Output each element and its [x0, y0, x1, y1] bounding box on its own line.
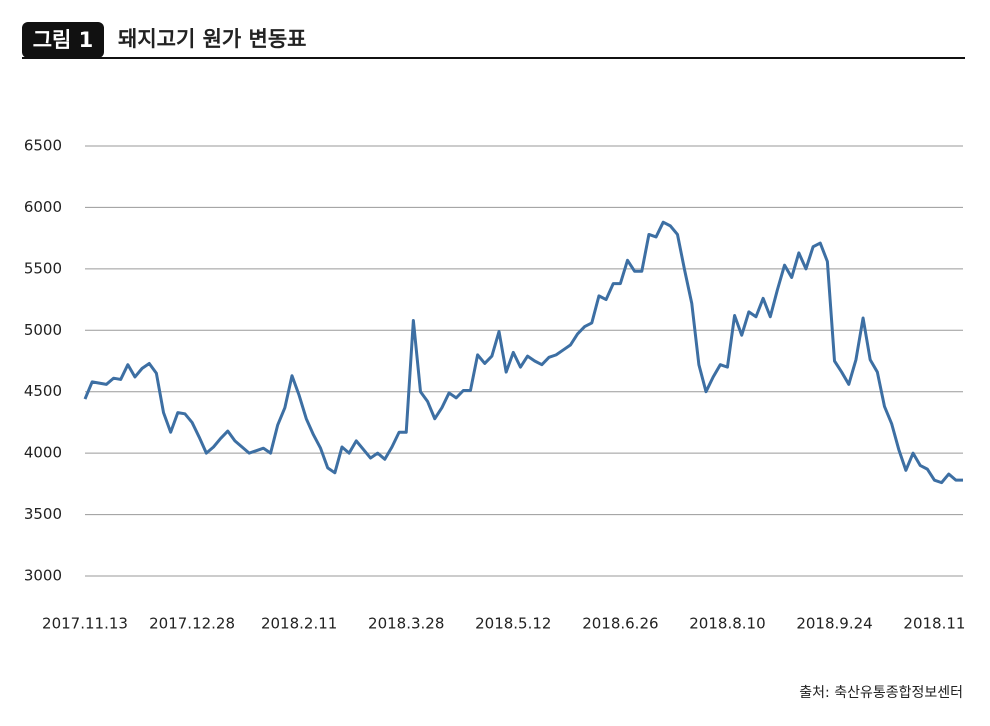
- y-tick-label: 4500: [24, 382, 62, 400]
- x-tick-label: 2018.6.26: [582, 615, 658, 633]
- y-tick-label: 6500: [24, 137, 62, 155]
- source: 출처: 축산유통종합정보센터: [799, 685, 963, 701]
- x-tick-label: 2017.11.13: [42, 615, 128, 633]
- x-tick-label: 2018.2.11: [261, 615, 337, 633]
- x-tick-label: 2017.12.28: [149, 615, 235, 633]
- y-tick-label: 4000: [24, 444, 62, 462]
- y-tick-label: 3000: [24, 567, 62, 585]
- y-tick-label: 5000: [24, 321, 62, 339]
- x-tick-label: 2018.5.12: [475, 615, 551, 633]
- chart-title: 돼지고기 원가 변동표: [118, 27, 307, 51]
- x-tick-label: 2018.11: [903, 615, 965, 633]
- y-tick-label: 5500: [24, 259, 62, 277]
- x-tick-label: 2018.3.28: [368, 615, 444, 633]
- x-tick-label: 2018.8.10: [689, 615, 765, 633]
- badge-box: [22, 22, 104, 58]
- y-tick-label: 6000: [24, 198, 62, 216]
- line-series: [83, 220, 963, 485]
- x-tick-label: 2018.9.24: [796, 615, 872, 633]
- badge: 그림 1: [33, 28, 94, 52]
- y-tick-label: 3500: [24, 505, 62, 523]
